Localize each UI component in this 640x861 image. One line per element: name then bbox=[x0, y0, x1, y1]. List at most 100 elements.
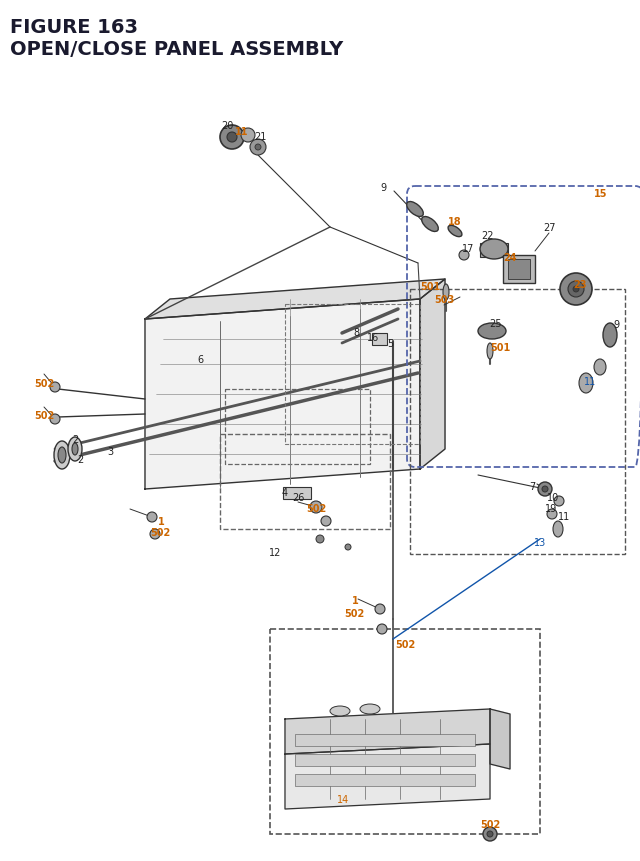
Ellipse shape bbox=[579, 374, 593, 393]
Text: 502: 502 bbox=[480, 819, 500, 829]
Text: 1: 1 bbox=[157, 517, 164, 526]
Text: 10: 10 bbox=[547, 492, 559, 503]
Text: 502: 502 bbox=[306, 504, 326, 513]
Ellipse shape bbox=[603, 324, 617, 348]
Bar bbox=[508, 260, 530, 280]
Text: 11: 11 bbox=[584, 376, 596, 387]
Text: 503: 503 bbox=[434, 294, 454, 305]
Bar bbox=[410, 289, 625, 554]
Text: 11: 11 bbox=[558, 511, 570, 522]
Polygon shape bbox=[420, 280, 445, 469]
Text: 20: 20 bbox=[221, 121, 233, 131]
Text: 6: 6 bbox=[197, 355, 203, 364]
Text: 4: 4 bbox=[282, 487, 288, 498]
Bar bbox=[503, 256, 535, 283]
Text: 24: 24 bbox=[503, 253, 516, 263]
Circle shape bbox=[147, 512, 157, 523]
Circle shape bbox=[345, 544, 351, 550]
Text: 12: 12 bbox=[269, 548, 281, 557]
Circle shape bbox=[150, 530, 160, 539]
Text: 1: 1 bbox=[351, 595, 358, 605]
Text: 502: 502 bbox=[34, 379, 54, 388]
Text: 502: 502 bbox=[150, 528, 170, 537]
Circle shape bbox=[50, 414, 60, 424]
Circle shape bbox=[554, 497, 564, 506]
Ellipse shape bbox=[330, 706, 350, 716]
Polygon shape bbox=[145, 300, 420, 489]
Text: 3: 3 bbox=[107, 447, 113, 456]
Bar bbox=[295, 774, 475, 786]
Ellipse shape bbox=[422, 217, 438, 232]
Polygon shape bbox=[285, 744, 490, 809]
Text: 11: 11 bbox=[236, 127, 249, 137]
Polygon shape bbox=[145, 280, 445, 319]
Circle shape bbox=[310, 501, 322, 513]
Circle shape bbox=[547, 510, 557, 519]
Circle shape bbox=[255, 145, 261, 151]
Bar bbox=[480, 244, 508, 257]
Text: FIGURE 163: FIGURE 163 bbox=[10, 18, 138, 37]
Circle shape bbox=[538, 482, 552, 497]
Text: 27: 27 bbox=[543, 223, 556, 232]
Bar bbox=[270, 629, 540, 834]
Text: 23: 23 bbox=[573, 280, 587, 289]
Text: 21: 21 bbox=[254, 132, 266, 142]
Text: 501: 501 bbox=[420, 282, 440, 292]
Text: 502: 502 bbox=[34, 411, 54, 420]
Text: 25: 25 bbox=[489, 319, 501, 329]
Ellipse shape bbox=[58, 448, 66, 463]
Text: 7: 7 bbox=[529, 481, 535, 492]
Ellipse shape bbox=[553, 522, 563, 537]
Text: 15: 15 bbox=[595, 189, 608, 199]
Text: 17: 17 bbox=[462, 244, 474, 254]
Circle shape bbox=[483, 827, 497, 841]
Bar bbox=[295, 734, 475, 746]
Circle shape bbox=[316, 536, 324, 543]
Circle shape bbox=[487, 831, 493, 837]
Text: 16: 16 bbox=[367, 332, 379, 343]
Ellipse shape bbox=[54, 442, 70, 469]
Text: 26: 26 bbox=[292, 492, 304, 503]
Circle shape bbox=[227, 133, 237, 143]
Circle shape bbox=[573, 287, 579, 293]
Circle shape bbox=[542, 486, 548, 492]
Ellipse shape bbox=[459, 251, 469, 261]
Circle shape bbox=[241, 129, 255, 143]
Ellipse shape bbox=[360, 704, 380, 714]
Bar bbox=[225, 389, 370, 464]
Ellipse shape bbox=[406, 202, 423, 217]
Text: 18: 18 bbox=[448, 217, 462, 226]
Text: 5: 5 bbox=[387, 338, 393, 349]
Ellipse shape bbox=[480, 239, 508, 260]
Ellipse shape bbox=[72, 443, 78, 455]
Text: 2: 2 bbox=[72, 435, 78, 444]
Circle shape bbox=[321, 517, 331, 526]
Ellipse shape bbox=[448, 226, 462, 238]
Text: OPEN/CLOSE PANEL ASSEMBLY: OPEN/CLOSE PANEL ASSEMBLY bbox=[10, 40, 343, 59]
Text: 502: 502 bbox=[395, 639, 415, 649]
Ellipse shape bbox=[68, 437, 82, 461]
Polygon shape bbox=[285, 709, 490, 754]
Circle shape bbox=[377, 624, 387, 635]
Text: 22: 22 bbox=[482, 231, 494, 241]
Text: 8: 8 bbox=[353, 328, 359, 338]
Bar bbox=[295, 754, 475, 766]
Text: 9: 9 bbox=[613, 319, 619, 330]
Bar bbox=[283, 487, 311, 499]
Bar bbox=[372, 333, 387, 345]
Ellipse shape bbox=[487, 344, 493, 360]
Text: 9: 9 bbox=[380, 183, 386, 193]
Bar bbox=[220, 435, 390, 530]
Text: 13: 13 bbox=[534, 537, 546, 548]
Circle shape bbox=[220, 126, 244, 150]
Polygon shape bbox=[490, 709, 510, 769]
Circle shape bbox=[375, 604, 385, 614]
Text: 502: 502 bbox=[344, 608, 364, 618]
Ellipse shape bbox=[478, 324, 506, 339]
Text: 14: 14 bbox=[337, 794, 349, 804]
Circle shape bbox=[560, 274, 592, 306]
Text: 2: 2 bbox=[77, 455, 83, 464]
Ellipse shape bbox=[443, 285, 449, 300]
Text: 19: 19 bbox=[545, 504, 557, 513]
Circle shape bbox=[250, 139, 266, 156]
